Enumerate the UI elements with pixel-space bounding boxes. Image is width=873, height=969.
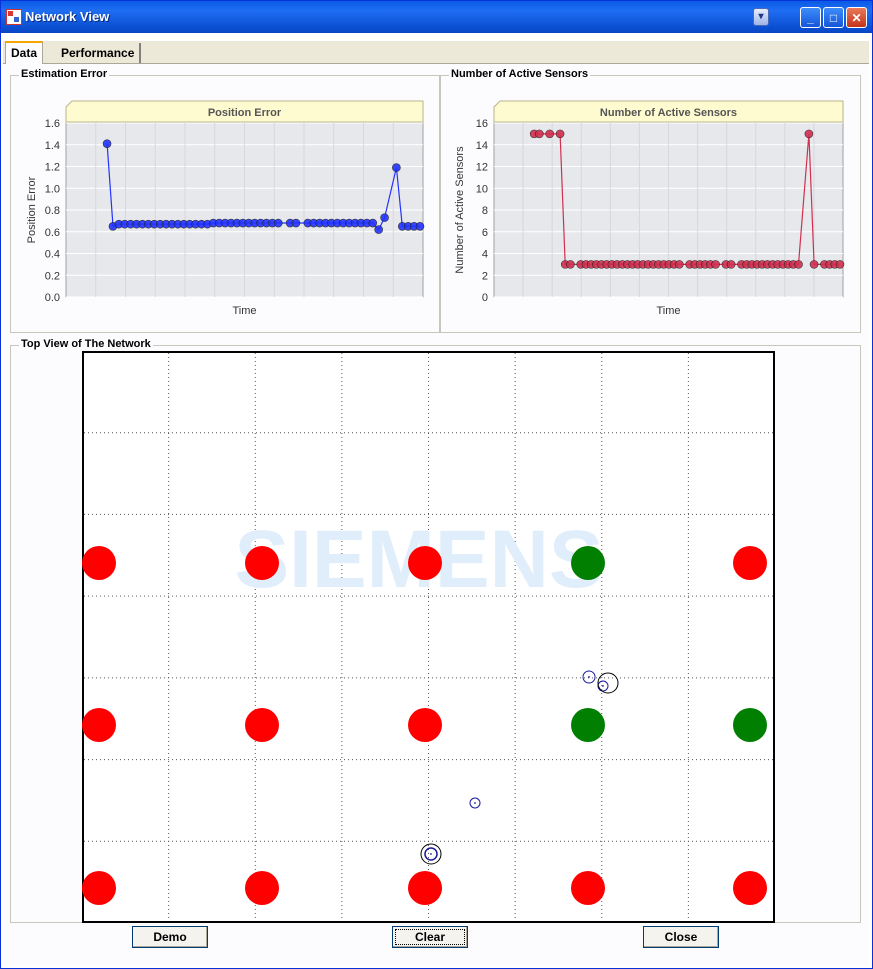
target-estimate xyxy=(582,670,596,684)
help-icon[interactable]: ▾ xyxy=(753,8,769,26)
sensor-inactive xyxy=(82,871,116,905)
minimize-button[interactable]: _ xyxy=(800,7,821,28)
close-window-button[interactable]: ✕ xyxy=(846,7,867,28)
error-data-point xyxy=(380,213,389,222)
error-ytick-label: 0.2 xyxy=(45,270,60,282)
error-data-point xyxy=(291,218,301,228)
error-data-point xyxy=(273,218,283,228)
error-ytick-label: 1.0 xyxy=(45,183,60,195)
target-center-dot xyxy=(430,853,432,855)
sensor-active xyxy=(733,708,767,742)
sensors-data-point xyxy=(726,260,736,269)
sensor-inactive xyxy=(245,871,279,905)
sensor-inactive xyxy=(245,546,279,580)
error-data-point xyxy=(368,218,378,228)
tab-performance[interactable]: Performance xyxy=(56,43,142,63)
error-title-banner xyxy=(65,100,424,123)
error-ytick-label: 1.6 xyxy=(45,118,60,130)
tab-data[interactable]: Data xyxy=(5,41,44,64)
target-center-dot xyxy=(588,676,590,678)
error-xlabel: Time xyxy=(232,305,256,317)
sensors-ytick-label: 2 xyxy=(482,270,488,282)
sensor-inactive xyxy=(733,871,767,905)
sensors-ytick-label: 8 xyxy=(482,205,488,217)
sensors-xlabel: Time xyxy=(656,305,680,317)
active-sensors-chart: Number of Active Sensors 0 2 4 6 8 10 12 14 16 Tim… xyxy=(454,100,845,317)
error-ytick-label: 0.6 xyxy=(45,227,60,239)
error-data-point xyxy=(392,163,401,172)
demo-button[interactable]: Demo xyxy=(132,926,208,948)
position-error-chart: Position Error 0.0 0.2 0.4 0.6 0.8 1.0 1.2 1.4 1.… xyxy=(26,100,425,317)
tab-bar: Data Performance xyxy=(3,41,869,64)
top-view-label: Top View of The Network xyxy=(19,338,153,350)
sensor-inactive xyxy=(571,871,605,905)
target-center-dot xyxy=(602,685,604,687)
sensors-data-point xyxy=(566,260,575,269)
active-sensors-label: Number of Active Sensors xyxy=(449,68,591,80)
error-ytick-label: 0.0 xyxy=(45,292,60,304)
sensor-inactive xyxy=(82,708,116,742)
network-top-view[interactable]: SIEMENS xyxy=(82,351,775,923)
sensor-inactive xyxy=(245,708,279,742)
error-ytick-label: 1.4 xyxy=(45,140,60,152)
app-icon xyxy=(6,9,22,25)
sensor-inactive xyxy=(82,546,116,580)
sensors-ytick-label: 4 xyxy=(482,249,488,261)
sensors-ylabel: Number of Active Sensors xyxy=(454,146,466,274)
target-center-dot xyxy=(474,802,476,804)
title-bar[interactable]: Network View ▾ _ □ ✕ xyxy=(1,1,872,33)
error-ylabel: Position Error xyxy=(26,176,38,243)
estimation-error-group: Estimation Error xyxy=(10,68,440,333)
target-true-position xyxy=(597,672,619,694)
sensor-active xyxy=(571,546,605,580)
error-ytick-label: 0.4 xyxy=(45,249,60,261)
sensors-ytick-label: 16 xyxy=(476,118,488,130)
sensors-data-point xyxy=(545,129,554,139)
sensors-data-point xyxy=(555,129,565,139)
sensors-ytick-label: 6 xyxy=(482,227,488,239)
sensors-data-point xyxy=(794,260,803,269)
error-ytick-label: 1.2 xyxy=(45,162,60,174)
target-true-position xyxy=(420,843,442,865)
sensor-active xyxy=(571,708,605,742)
sensor-inactive xyxy=(408,871,442,905)
sensor-inactive xyxy=(408,546,442,580)
sensors-data-point xyxy=(674,260,684,269)
error-data-point xyxy=(102,139,112,148)
error-ytick-label: 0.8 xyxy=(45,205,60,217)
target-estimate xyxy=(424,847,438,861)
clear-button[interactable]: Clear xyxy=(392,926,468,948)
sensors-ytick-label: 0 xyxy=(482,292,488,304)
sensors-ytick-label: 12 xyxy=(476,162,488,174)
sensors-data-point xyxy=(711,260,720,269)
window-title: Network View xyxy=(25,9,110,24)
sensors-data-point xyxy=(835,260,845,269)
sensors-title-banner xyxy=(493,100,844,123)
close-button[interactable]: Close xyxy=(643,926,719,948)
error-title: Position Error xyxy=(208,107,282,119)
estimation-error-label: Estimation Error xyxy=(19,68,110,80)
error-data-point xyxy=(415,222,425,231)
sensors-data-point xyxy=(809,260,819,269)
sensor-inactive xyxy=(733,546,767,580)
maximize-button[interactable]: □ xyxy=(823,7,844,28)
sensors-data-point xyxy=(804,129,814,139)
sensors-ytick-label: 10 xyxy=(476,183,488,195)
sensors-data-point xyxy=(535,129,544,139)
target-estimate xyxy=(469,797,481,809)
active-sensors-group: Number of Active Sensors xyxy=(440,68,861,333)
sensors-title: Number of Active Sensors xyxy=(600,107,737,119)
error-data-point xyxy=(374,225,383,234)
sensors-ytick-label: 14 xyxy=(476,140,488,152)
sensor-inactive xyxy=(408,708,442,742)
